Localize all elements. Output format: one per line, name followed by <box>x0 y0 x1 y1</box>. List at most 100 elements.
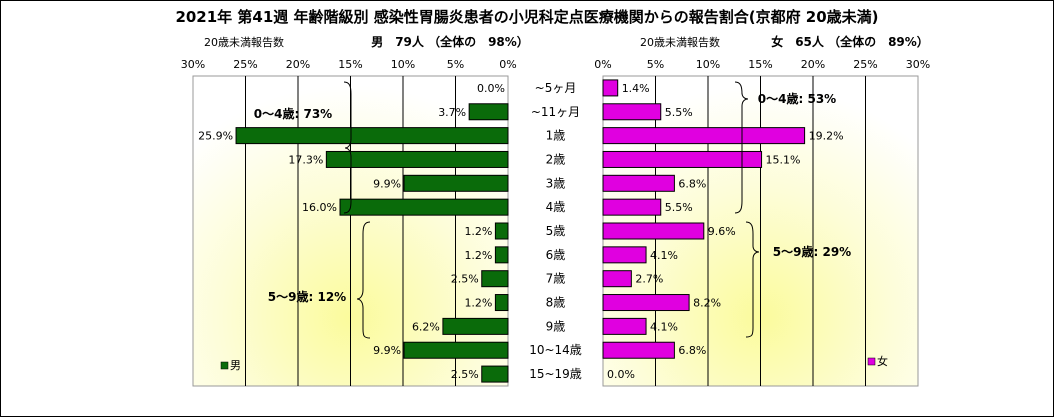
male-value-label: 1.2% <box>464 225 492 238</box>
female-value-label: 8.2% <box>693 297 721 310</box>
right-group-label-5-9: 5～9歳: 29% <box>773 244 851 259</box>
left-tick-label: 30% <box>181 58 205 71</box>
female-value-label: 9.6% <box>708 225 736 238</box>
male-bar <box>468 103 509 121</box>
left-tick-label: 25% <box>233 58 257 71</box>
right-axis-caption: 20歳未満報告数 <box>640 36 720 49</box>
legend-male-swatch <box>220 361 229 370</box>
category-label: 15~19歳 <box>529 367 582 381</box>
female-bar <box>602 150 763 168</box>
female-bar <box>602 294 690 312</box>
left-tick-label: 0% <box>499 58 516 71</box>
legend-male-label: 男 <box>230 359 241 372</box>
female-value-label: 4.1% <box>650 320 678 333</box>
female-bar <box>602 222 705 240</box>
female-value-label: 1.4% <box>622 82 650 95</box>
legend-female-swatch <box>867 357 876 366</box>
left-tick-label: 15% <box>338 58 362 71</box>
female-bar <box>602 174 675 192</box>
male-value-label: 9.9% <box>373 177 401 190</box>
male-value-label: 9.9% <box>373 344 401 357</box>
female-bar <box>602 246 647 264</box>
category-label: ~11ヶ月 <box>531 105 580 119</box>
right-bracket-0-4 <box>734 81 749 214</box>
female-bar <box>602 341 675 359</box>
category-label: 6歳 <box>546 248 566 262</box>
male-bar <box>403 174 509 192</box>
value-labels: 0.0% 1.4% 3.7% 5.5% 25.9% 19.2% 17.3% 15.1% 9.9%… <box>198 82 843 381</box>
left-group-label-0-4: 0～4歳: 73% <box>254 106 332 121</box>
female-value-label: 5.5% <box>665 201 693 214</box>
right-tick-label: 0% <box>594 58 611 71</box>
right-header: 女 65人 （全体の 89%） <box>771 34 929 49</box>
male-value-label: 17.3% <box>288 153 323 166</box>
left-bracket-5-9 <box>356 221 371 339</box>
female-value-label: 0.0% <box>607 368 635 381</box>
female-bar <box>602 270 632 288</box>
female-bar <box>602 127 806 145</box>
category-label: ~5ヶ月 <box>535 81 577 95</box>
category-label: 7歳 <box>546 272 566 286</box>
right-bracket-5-9 <box>745 221 760 338</box>
left-header: 男 79人 （全体の 98%） <box>371 34 529 49</box>
male-bar <box>403 341 509 359</box>
male-bar <box>325 150 509 168</box>
category-label: 9歳 <box>546 319 566 333</box>
male-bar <box>494 294 509 312</box>
legend-left: 男 <box>220 359 241 372</box>
category-label: 10~14歳 <box>529 343 582 357</box>
male-bar <box>339 198 509 216</box>
female-bar <box>602 198 662 216</box>
male-bar <box>481 270 509 288</box>
category-label: 8歳 <box>546 296 566 310</box>
male-value-label: 3.7% <box>438 106 466 119</box>
category-label: 5歳 <box>546 224 566 238</box>
left-tick-label: 20% <box>286 58 310 71</box>
legend-female-label: 女 <box>877 354 888 368</box>
left-tick-label: 5% <box>447 58 464 71</box>
male-value-label: 1.2% <box>464 297 492 310</box>
female-value-label: 4.1% <box>650 249 678 262</box>
right-tick-label: 20% <box>801 58 825 71</box>
male-bar <box>442 317 509 335</box>
female-value-label: 6.8% <box>678 344 706 357</box>
category-labels: ~5ヶ月 ~11ヶ月 1歳 2歳 3歳 4歳 5歳 6歳 7歳 8歳 9歳 10~14歳 15~19歳 <box>529 81 582 381</box>
right-tick-label: 10% <box>696 58 720 71</box>
right-group-brackets <box>734 81 760 338</box>
category-label: 2歳 <box>546 152 566 166</box>
female-value-label: 6.8% <box>678 177 706 190</box>
male-value-label: 1.2% <box>464 249 492 262</box>
left-group-brackets <box>343 81 371 339</box>
male-bar <box>494 222 509 240</box>
category-label: 3歳 <box>546 176 566 190</box>
bars <box>235 79 806 383</box>
female-bar <box>602 103 662 121</box>
left-tick-label: 10% <box>391 58 415 71</box>
right-tick-label: 15% <box>748 58 772 71</box>
male-value-label: 6.2% <box>412 320 440 333</box>
left-axis-ticks: 30% 25% 20% 15% 10% 5% 0% <box>181 58 517 71</box>
left-group-label-5-9: 5～9歳: 12% <box>268 289 346 304</box>
female-value-label: 15.1% <box>766 153 801 166</box>
category-label: 4歳 <box>546 200 566 214</box>
male-value-label: 25.9% <box>198 130 233 143</box>
male-bar <box>494 246 509 264</box>
female-value-label: 5.5% <box>665 106 693 119</box>
male-value-label: 16.0% <box>302 201 337 214</box>
female-value-label: 19.2% <box>809 130 844 143</box>
male-bar <box>481 365 509 383</box>
right-tick-label: 30% <box>906 58 930 71</box>
left-axis-caption: 20歳未満報告数 <box>204 36 284 49</box>
female-value-label: 2.7% <box>635 273 663 286</box>
male-bar <box>235 127 509 145</box>
male-value-label: 2.5% <box>451 368 479 381</box>
male-value-label: 2.5% <box>451 273 479 286</box>
left-bracket-0-4 <box>343 81 352 214</box>
right-tick-label: 5% <box>647 58 664 71</box>
right-group-label-0-4: 0～4歳: 53% <box>758 91 836 106</box>
right-tick-label: 25% <box>853 58 877 71</box>
male-value-label: 0.0% <box>477 82 505 95</box>
chart-title: 2021年 第41週 年齢階級別 感染性胃腸炎患者の小児科定点医療機関からの報告… <box>175 8 878 26</box>
category-label: 1歳 <box>546 129 566 143</box>
